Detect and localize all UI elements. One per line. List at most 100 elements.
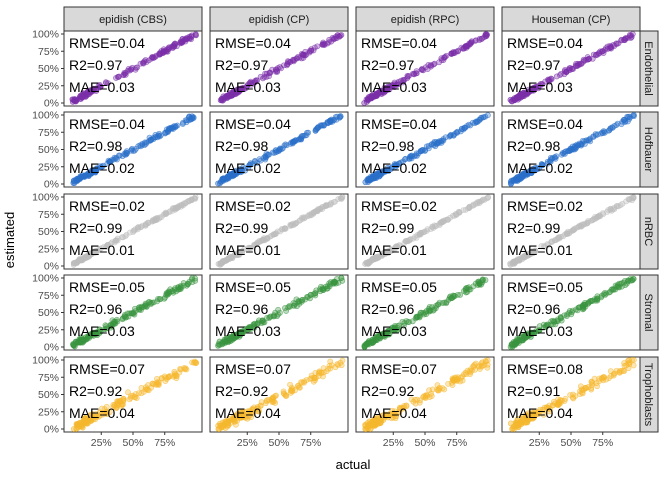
data-point xyxy=(439,300,446,306)
data-point xyxy=(302,214,308,221)
data-point xyxy=(296,384,302,391)
scatter-panel: RMSE=0.08 R2=0.91 MAE=0.04 xyxy=(501,356,641,433)
annotation-mae: MAE=0.01 xyxy=(215,242,281,258)
data-point xyxy=(450,292,456,299)
y-tick-label: 25% xyxy=(38,243,59,255)
data-point xyxy=(273,392,279,399)
data-point xyxy=(320,287,327,293)
data-point xyxy=(93,88,100,94)
data-point xyxy=(328,199,335,206)
y-tick-label: 0% xyxy=(44,424,59,436)
scatter-panel: RMSE=0.02 R2=0.99 MAE=0.01 xyxy=(501,193,641,270)
data-point xyxy=(281,142,288,149)
x-tick-label: 50% xyxy=(560,437,581,449)
data-point xyxy=(558,70,564,77)
annotation-mae: MAE=0.01 xyxy=(361,242,427,258)
annotation-r2: R2=0.97 xyxy=(361,57,415,73)
data-point xyxy=(182,200,189,206)
annotation-mae: MAE=0.03 xyxy=(69,79,135,95)
data-point xyxy=(192,275,198,282)
data-point xyxy=(627,32,633,39)
y-tick-label: 25% xyxy=(38,406,59,418)
scatter-panel: RMSE=0.02 R2=0.99 MAE=0.01 xyxy=(63,193,203,270)
data-point xyxy=(220,176,227,183)
annotation-r2: R2=0.98 xyxy=(361,138,415,154)
data-point xyxy=(220,93,227,100)
data-point xyxy=(553,73,560,80)
data-point xyxy=(137,60,144,67)
scatter-panel: RMSE=0.04 R2=0.97 MAE=0.03 xyxy=(63,30,203,107)
data-point xyxy=(385,83,391,90)
data-point xyxy=(367,176,374,182)
data-point xyxy=(631,112,637,118)
data-point xyxy=(445,216,452,223)
data-point xyxy=(271,313,278,320)
data-point xyxy=(422,309,429,316)
data-point xyxy=(157,296,164,303)
data-point xyxy=(246,80,253,87)
data-point xyxy=(187,115,194,122)
annotation-r2: R2=0.99 xyxy=(215,220,269,236)
annotation-r2: R2=0.98 xyxy=(69,138,123,154)
data-point xyxy=(597,213,603,220)
x-tick-label: 25% xyxy=(529,437,550,449)
row-strip-label: Endothelial xyxy=(642,41,654,95)
data-point xyxy=(152,131,159,138)
data-point xyxy=(461,125,468,132)
scatter-panel: RMSE=0.07 R2=0.92 MAE=0.04 xyxy=(209,356,349,433)
data-point xyxy=(452,374,459,381)
x-tick-label: 75% xyxy=(592,437,613,449)
annotation-mae: MAE=0.04 xyxy=(361,405,427,421)
data-point xyxy=(428,62,435,69)
data-point xyxy=(564,311,571,318)
data-point xyxy=(363,341,369,348)
annotation-rmse: RMSE=0.08 xyxy=(507,361,583,377)
data-point xyxy=(466,41,473,48)
data-point xyxy=(432,305,439,312)
data-point xyxy=(576,304,583,311)
y-tick-label: 0% xyxy=(44,261,59,273)
data-point xyxy=(451,131,458,137)
scatter-panel: RMSE=0.04 R2=0.98 MAE=0.02 xyxy=(209,111,349,188)
data-point xyxy=(410,235,417,242)
data-point xyxy=(308,47,315,54)
data-point xyxy=(579,389,585,396)
annotation-mae: MAE=0.04 xyxy=(215,405,281,421)
data-point xyxy=(122,314,129,321)
data-point xyxy=(308,46,315,53)
annotation-r2: R2=0.97 xyxy=(507,57,561,73)
data-point xyxy=(413,70,420,77)
annotation-mae: MAE=0.02 xyxy=(361,160,427,176)
data-point xyxy=(577,383,584,390)
y-axis-title: estimated xyxy=(2,212,17,268)
data-point xyxy=(303,132,310,139)
annotation-mae: MAE=0.03 xyxy=(69,323,135,339)
data-point xyxy=(319,122,325,129)
data-point xyxy=(220,257,226,264)
data-point xyxy=(163,291,170,298)
data-point xyxy=(457,378,464,385)
data-point xyxy=(414,313,421,320)
data-point xyxy=(216,342,223,348)
data-point xyxy=(584,56,591,63)
x-tick-label: 75% xyxy=(154,437,175,449)
data-point xyxy=(576,223,583,230)
annotation-r2: R2=0.99 xyxy=(69,220,123,236)
data-point xyxy=(630,194,637,201)
x-tick-label: 25% xyxy=(237,437,258,449)
data-point xyxy=(310,374,317,381)
data-point xyxy=(183,119,190,126)
data-point xyxy=(608,286,615,293)
data-point xyxy=(126,396,133,403)
data-point xyxy=(267,233,274,240)
data-point xyxy=(122,151,129,158)
data-point xyxy=(171,372,178,379)
data-point xyxy=(542,78,549,85)
data-point xyxy=(452,211,459,217)
data-point xyxy=(251,79,258,86)
y-tick-label: 50% xyxy=(38,226,59,238)
annotation-r2: R2=0.96 xyxy=(69,301,123,317)
column-strip-label: epidish (CBS) xyxy=(99,14,167,26)
data-point xyxy=(611,204,618,211)
data-point xyxy=(419,67,425,73)
